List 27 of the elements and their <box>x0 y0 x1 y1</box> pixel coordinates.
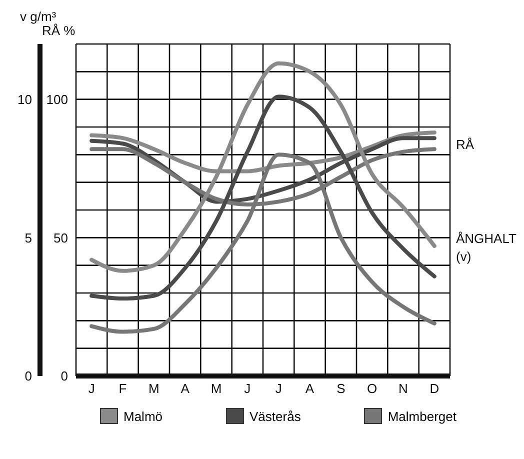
x-tick-label: M <box>210 381 222 396</box>
legend-label: Malmö <box>124 408 163 424</box>
x-tick-label: S <box>336 381 346 396</box>
x-tick-label: M <box>148 381 160 396</box>
legend-label: Malmberget <box>388 408 456 424</box>
x-tick-label: N <box>398 381 408 396</box>
legend-label: Västerås <box>250 408 301 424</box>
x-tick-label: J <box>88 381 95 396</box>
y2-tick-label: 0 <box>24 368 32 384</box>
x-tick-label: A <box>305 381 314 396</box>
y-tick-label: 50 <box>54 230 68 246</box>
text: ÅNGHALT (v) <box>456 230 516 266</box>
x-tick-label: J <box>244 381 251 396</box>
y2-tick-label: 5 <box>24 230 32 246</box>
x-tick-label: A <box>180 381 190 396</box>
y-tick-label: 0 <box>60 368 68 384</box>
y-tick-label: 100 <box>46 92 68 107</box>
line-series <box>90 61 436 273</box>
line-series <box>90 94 436 301</box>
x-tick-label: F <box>118 381 127 396</box>
y-axis-title: RÅ % <box>42 23 76 38</box>
x-tick-label: J <box>275 381 282 396</box>
x-tick-label: O <box>367 381 378 396</box>
x-tick-label: D <box>430 381 440 396</box>
y2-tick-label: 10 <box>18 92 32 107</box>
y2-axis-title: v g/m³ <box>20 9 57 24</box>
text: RÅ <box>456 136 474 154</box>
